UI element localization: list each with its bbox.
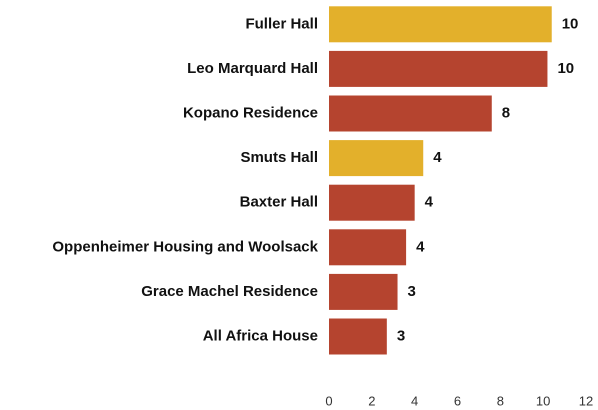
bar (329, 184, 415, 221)
bar (329, 229, 407, 266)
x-tick-label: 8 (497, 393, 504, 408)
category-label: Grace Machel Residence (141, 283, 318, 300)
x-tick-label: 2 (368, 393, 375, 408)
x-tick-label: 10 (536, 393, 550, 408)
value-label: 4 (416, 238, 425, 255)
category-label: Smuts Hall (240, 149, 318, 166)
x-tick-label: 6 (454, 393, 461, 408)
bar (329, 273, 398, 310)
bar (329, 6, 552, 43)
bar (329, 140, 424, 177)
value-label: 4 (425, 194, 434, 211)
category-label: Baxter Hall (240, 194, 318, 211)
bar (329, 95, 492, 132)
value-label: 10 (562, 15, 579, 32)
bar (329, 50, 548, 87)
category-label: Kopano Residence (183, 104, 318, 121)
category-label: Fuller Hall (245, 15, 318, 32)
x-tick-label: 12 (579, 393, 593, 408)
bar (329, 318, 387, 355)
value-label: 3 (408, 283, 416, 300)
category-label: All Africa House (203, 327, 318, 344)
value-label: 10 (557, 60, 574, 77)
category-label: Leo Marquard Hall (187, 60, 318, 77)
value-label: 3 (397, 327, 405, 344)
x-tick-label: 0 (325, 393, 332, 408)
x-tick-label: 4 (411, 393, 418, 408)
value-label: 4 (433, 149, 442, 166)
category-label: Oppenheimer Housing and Woolsack (52, 238, 318, 255)
value-label: 8 (502, 104, 510, 121)
